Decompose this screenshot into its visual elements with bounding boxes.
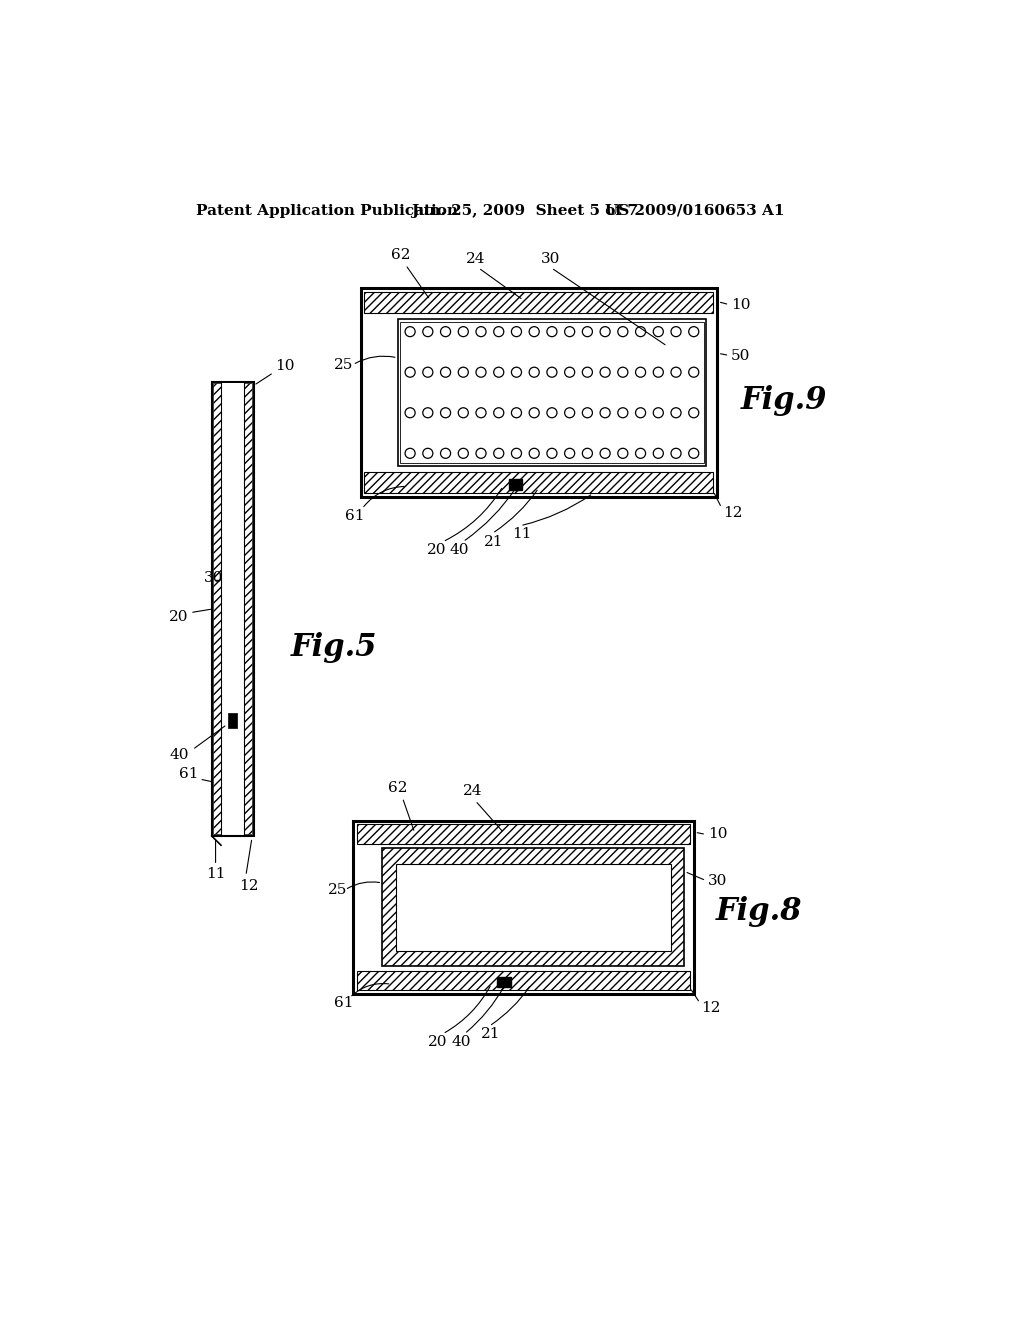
Text: 12: 12 [240, 879, 259, 894]
Text: 10: 10 [275, 359, 295, 374]
Bar [360, 288, 717, 498]
Text: 21: 21 [481, 1027, 501, 1041]
Text: 10: 10 [731, 298, 751, 312]
Text: Patent Application Publication: Patent Application Publication [197, 203, 458, 218]
Bar [356, 825, 690, 843]
Text: 61: 61 [179, 767, 199, 781]
Text: Jun. 25, 2009  Sheet 5 of 7: Jun. 25, 2009 Sheet 5 of 7 [411, 203, 638, 218]
Text: 24: 24 [466, 252, 485, 265]
Bar [365, 292, 713, 313]
Bar [396, 863, 671, 950]
Text: 61: 61 [334, 997, 353, 1010]
Bar [397, 319, 707, 466]
Text: 62: 62 [388, 781, 408, 795]
Bar [212, 381, 254, 836]
Bar [228, 713, 238, 729]
Text: 30: 30 [541, 252, 560, 265]
Text: Fig.5: Fig.5 [291, 632, 377, 663]
Bar [400, 322, 703, 463]
Bar [221, 383, 245, 834]
Text: 40: 40 [169, 748, 188, 762]
Text: 11: 11 [206, 867, 225, 882]
Bar [356, 970, 690, 990]
Bar [352, 821, 693, 994]
Text: Fig.8: Fig.8 [716, 896, 802, 927]
Text: 40: 40 [450, 543, 469, 557]
Text: 12: 12 [701, 1001, 721, 1015]
Text: 40: 40 [452, 1035, 471, 1048]
Bar [365, 471, 713, 494]
Bar [509, 479, 522, 490]
Text: Fig.9: Fig.9 [740, 385, 826, 416]
Text: 21: 21 [484, 535, 504, 549]
Text: 61: 61 [344, 510, 365, 524]
Text: 10: 10 [708, 828, 727, 841]
Text: 30: 30 [708, 874, 727, 887]
Text: 24: 24 [463, 784, 482, 799]
Text: 62: 62 [391, 248, 411, 263]
Bar [213, 383, 221, 834]
Text: 25: 25 [334, 358, 353, 372]
Text: 50: 50 [731, 348, 751, 363]
Text: 20: 20 [427, 543, 446, 557]
Text: 11: 11 [512, 527, 531, 541]
Text: 12: 12 [723, 506, 742, 520]
Bar [382, 849, 684, 966]
Bar [245, 383, 252, 834]
Text: US 2009/0160653 A1: US 2009/0160653 A1 [604, 203, 784, 218]
Bar [497, 977, 511, 987]
Text: 30: 30 [204, 572, 223, 585]
Text: 25: 25 [328, 883, 347, 896]
Text: 20: 20 [169, 610, 188, 623]
Text: 20: 20 [428, 1035, 447, 1048]
